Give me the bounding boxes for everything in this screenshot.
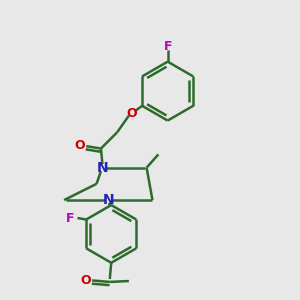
- Text: O: O: [74, 139, 85, 152]
- Text: O: O: [127, 107, 137, 120]
- Text: F: F: [164, 40, 172, 52]
- Text: F: F: [65, 212, 74, 224]
- Text: N: N: [103, 193, 114, 207]
- Text: N: N: [97, 161, 108, 175]
- Text: O: O: [80, 274, 91, 286]
